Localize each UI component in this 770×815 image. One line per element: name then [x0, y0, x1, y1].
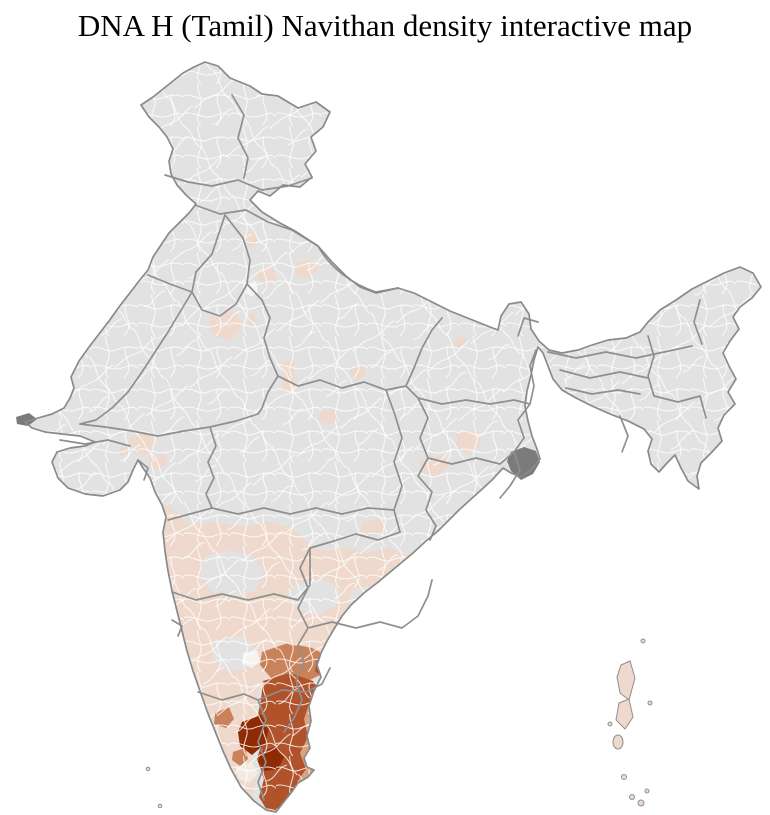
region-lakshadweep-2[interactable] [157, 803, 163, 809]
region-kutch-spit[interactable] [16, 413, 37, 426]
page-title: DNA H (Tamil) Navithan density interacti… [77, 8, 693, 43]
india-outer-border [24, 61, 762, 813]
island-dot-2[interactable] [647, 700, 653, 706]
region-lakshadweep-1[interactable] [145, 766, 151, 772]
islands [145, 638, 653, 809]
region-nicobar-2[interactable] [629, 794, 635, 800]
state-borders-central [211, 317, 537, 541]
region-nicobar-4[interactable] [644, 788, 650, 794]
district-boundaries-overlay-2 [25, 62, 761, 812]
region-nicobar-1[interactable] [621, 774, 627, 780]
state-borders-south [171, 531, 433, 801]
region-little-andaman[interactable] [612, 734, 624, 750]
state-borders-northeast [517, 299, 707, 453]
state-borders [24, 61, 762, 813]
region-nicobar-3[interactable] [637, 799, 645, 807]
state-borders-west [59, 291, 279, 521]
region-north-andaman[interactable] [616, 660, 636, 701]
region-up-nepal-district-2[interactable] [380, 261, 402, 279]
region-middle-andaman[interactable] [615, 698, 634, 730]
island-dot-3[interactable] [607, 721, 613, 727]
island-dot-1[interactable] [640, 638, 646, 644]
